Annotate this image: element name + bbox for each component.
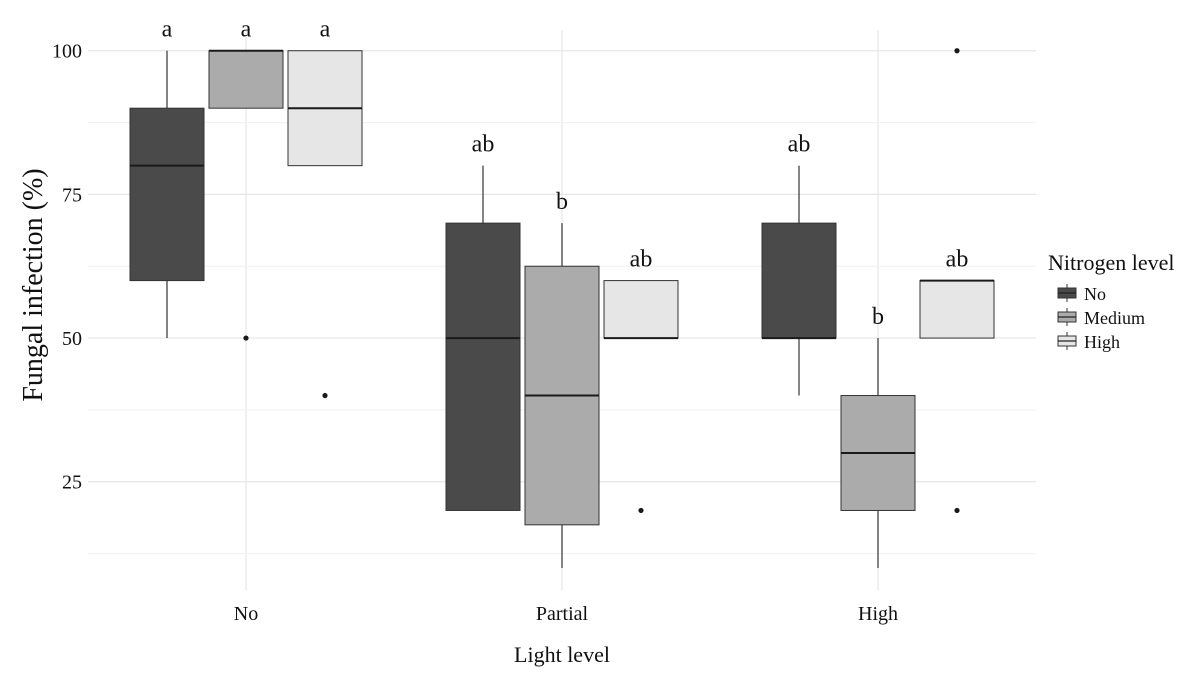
significance-label: b — [556, 189, 568, 215]
significance-label: ab — [472, 132, 495, 158]
box-iqr — [445, 222, 521, 511]
outlier-point — [954, 507, 960, 514]
box-medium-no: a — [208, 17, 284, 341]
box-high-no: a — [287, 17, 363, 399]
box-iqr — [129, 107, 205, 282]
box-medium-partial: b — [524, 189, 600, 568]
x-tick-label: Partial — [536, 603, 589, 625]
box-medium-high: b — [840, 304, 916, 568]
legend-label: High — [1084, 332, 1120, 352]
outlier-point — [243, 335, 249, 341]
x-axis-title: Light level — [514, 642, 610, 667]
box-iqr — [919, 280, 995, 339]
box-no-partial: ab — [445, 132, 521, 511]
outlier-point — [954, 48, 960, 54]
box-iqr — [761, 222, 837, 339]
significance-label: b — [872, 304, 884, 330]
legend: Nitrogen level No Medium High — [1048, 250, 1174, 352]
outlier-point — [322, 392, 328, 399]
legend-label: Medium — [1084, 308, 1145, 328]
box-iqr — [603, 280, 679, 339]
box-iqr — [208, 50, 284, 109]
legend-title: Nitrogen level — [1048, 250, 1174, 275]
x-tick-label: No — [234, 603, 258, 625]
box-no-high: ab — [761, 132, 837, 396]
significance-label: ab — [788, 132, 811, 158]
box-high-high: ab — [919, 48, 995, 514]
box-high-partial: ab — [603, 247, 679, 514]
outlier-point — [638, 507, 644, 514]
y-tick-label: 100 — [52, 41, 82, 63]
y-tick-label: 50 — [62, 328, 82, 350]
significance-label: ab — [630, 247, 653, 273]
legend-item-medium: Medium — [1057, 308, 1145, 328]
y-axis-title: Fungal infection (%) — [18, 168, 49, 401]
y-tick-label: 25 — [62, 472, 82, 494]
legend-label: No — [1084, 284, 1106, 304]
significance-label: a — [241, 17, 252, 43]
significance-label: a — [162, 17, 173, 43]
significance-label: ab — [946, 247, 969, 273]
y-tick-label: 75 — [62, 184, 82, 206]
legend-item-high: High — [1057, 332, 1120, 352]
legend-item-no: No — [1057, 284, 1106, 304]
box-no-no: a — [129, 17, 205, 339]
x-tick-label: High — [858, 603, 898, 625]
significance-label: a — [320, 17, 331, 43]
axis-ticks: 25 50 75 100 No Partial High — [52, 41, 898, 625]
